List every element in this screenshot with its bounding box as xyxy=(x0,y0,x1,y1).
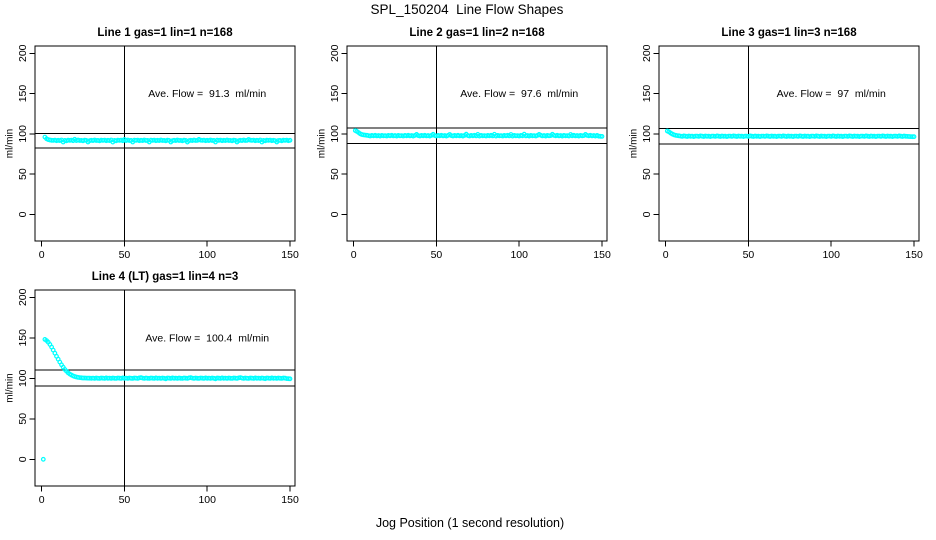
y-tick-label: 100 xyxy=(329,125,341,143)
data-point xyxy=(911,134,917,140)
y-tick-label: 100 xyxy=(17,125,29,143)
x-tick-label: 50 xyxy=(431,249,443,261)
x-tick-label: 50 xyxy=(119,494,131,506)
y-tick-label: 0 xyxy=(329,211,341,217)
subplot-title: Line 1 gas=1 lin=1 n=168 xyxy=(97,27,233,39)
y-tick-label: 100 xyxy=(17,369,29,387)
y-tick-label: 0 xyxy=(17,456,29,462)
y-axis-label: ml/min xyxy=(5,373,16,402)
x-tick-label: 0 xyxy=(663,249,669,261)
data-point xyxy=(40,456,46,462)
x-tick-label: 0 xyxy=(351,249,357,261)
average-flow-annotation: Ave. Flow = 97.6 ml/min xyxy=(460,88,578,100)
y-tick-label: 50 xyxy=(17,413,29,425)
x-tick-label: 150 xyxy=(281,249,299,261)
y-tick-label: 50 xyxy=(329,168,341,180)
data-points xyxy=(40,337,293,462)
subplot-title: Line 3 gas=1 lin=3 n=168 xyxy=(721,27,857,39)
subplots-group: 0 50 100 150 0 50 100 150 200 ml/min Line 1 gas=1 … xyxy=(5,27,923,506)
x-tick-label: 150 xyxy=(593,249,611,261)
x-tick-label: 150 xyxy=(905,249,923,261)
data-point xyxy=(287,137,293,143)
y-tick-label: 150 xyxy=(641,85,653,103)
x-tick-label: 100 xyxy=(822,249,840,261)
plot-box xyxy=(658,45,920,242)
average-flow-annotation: Ave. Flow = 100.4 ml/min xyxy=(145,332,269,344)
y-axis-label: ml/min xyxy=(5,129,16,158)
data-point xyxy=(599,133,605,139)
y-tick-label: 100 xyxy=(641,125,653,143)
data-point xyxy=(910,134,915,140)
subplot-1: 0 50 100 150 0 50 100 150 200 ml/min Line 1 gas=1 … xyxy=(5,27,299,261)
x-tick-label: 0 xyxy=(39,249,45,261)
subplot-title: Line 2 gas=1 lin=2 n=168 xyxy=(409,27,545,39)
subplot-title: Line 4 (LT) gas=1 lin=4 n=3 xyxy=(92,271,238,283)
y-tick-label: 150 xyxy=(329,85,341,103)
average-flow-annotation: Ave. Flow = 97 ml/min xyxy=(777,88,886,100)
y-tick-label: 0 xyxy=(641,211,653,217)
data-points xyxy=(352,128,605,139)
y-tick-label: 200 xyxy=(641,44,653,62)
y-tick-label: 150 xyxy=(17,85,29,103)
x-tick-label: 50 xyxy=(743,249,755,261)
x-tick-label: 100 xyxy=(198,249,216,261)
subplot-2: 0 50 100 150 0 50 100 150 200 ml/min Line 2 gas=1 … xyxy=(317,27,611,261)
data-points xyxy=(42,134,293,145)
plot-box xyxy=(34,289,296,487)
y-tick-label: 200 xyxy=(329,44,341,62)
plot-box xyxy=(34,45,296,242)
x-tick-label: 100 xyxy=(198,494,216,506)
y-tick-label: 0 xyxy=(17,211,29,217)
subplot-3: 0 50 100 150 0 50 100 150 200 ml/min Line 3 gas=1 … xyxy=(629,27,923,261)
subplot-4: 0 50 100 150 0 50 100 150 200 ml/min Line 4 (LT) g… xyxy=(5,271,299,506)
y-axis-label: ml/min xyxy=(317,129,328,158)
y-axis-label: ml/min xyxy=(629,129,640,158)
y-tick-label: 50 xyxy=(641,168,653,180)
figure-xlabel: Jog Position (1 second resolution) xyxy=(376,516,564,530)
y-tick-label: 200 xyxy=(17,44,29,62)
data-points xyxy=(664,128,917,140)
data-point xyxy=(287,376,293,382)
x-tick-label: 100 xyxy=(510,249,528,261)
x-tick-label: 150 xyxy=(281,494,299,506)
y-tick-label: 200 xyxy=(17,288,29,306)
figure-title: SPL_150204 Line Flow Shapes xyxy=(371,2,564,17)
y-tick-label: 50 xyxy=(17,168,29,180)
average-flow-annotation: Ave. Flow = 91.3 ml/min xyxy=(148,88,266,100)
x-tick-label: 0 xyxy=(39,494,45,506)
y-tick-label: 150 xyxy=(17,329,29,347)
x-tick-label: 50 xyxy=(119,249,131,261)
